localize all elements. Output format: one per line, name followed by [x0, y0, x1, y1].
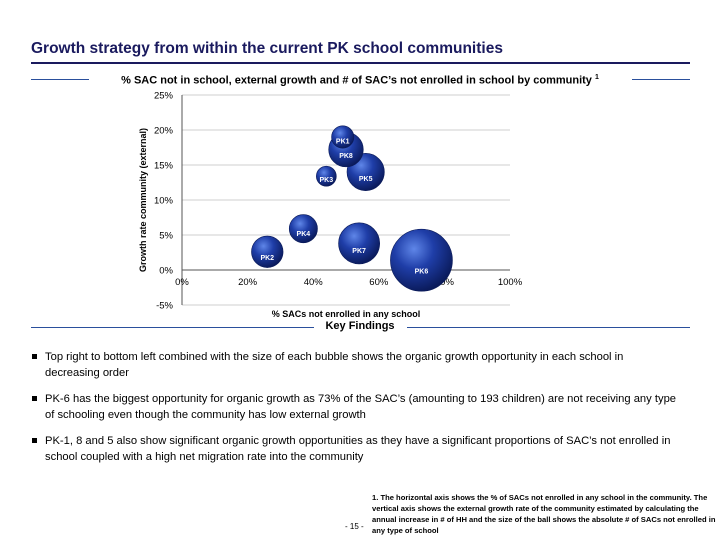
finding-text: PK-6 has the biggest opportunity for org…: [45, 393, 677, 421]
y-tick-label: -5%: [156, 301, 173, 312]
bubble-label: PK2: [260, 255, 274, 262]
x-tick-label: 100%: [498, 277, 523, 288]
bubble-label: PK6: [415, 269, 429, 276]
bubble-pk3: [316, 165, 337, 187]
bullet-square-icon: [32, 396, 37, 401]
y-axis-title: Growth rate community (external): [138, 128, 148, 272]
key-findings-rule-right: [407, 327, 690, 328]
subtitle-rule-right: [632, 79, 690, 80]
chart-subtitle: % SAC not in school, external growth and…: [0, 74, 720, 87]
page-title: Growth strategy from within the current …: [31, 40, 503, 57]
bubble-label: PK7: [352, 248, 366, 255]
y-tick-label: 5%: [159, 231, 173, 242]
bubble-label: PK3: [320, 177, 334, 184]
x-tick-label: 0%: [175, 277, 189, 288]
key-findings-rule-left: [31, 327, 314, 328]
bubble-pk1: [331, 125, 355, 149]
bullet-square-icon: [32, 354, 37, 359]
finding-item: PK-1, 8 and 5 also show significant orga…: [31, 433, 679, 465]
finding-text: Top right to bottom left combined with t…: [45, 351, 624, 379]
y-tick-label: 20%: [154, 126, 174, 137]
bubble-label: PK4: [297, 231, 311, 238]
x-tick-label: 20%: [238, 277, 258, 288]
chart-subtitle-text: % SAC not in school, external growth and…: [121, 74, 592, 87]
bullet-square-icon: [32, 438, 37, 443]
y-tick-label: 25%: [154, 91, 174, 102]
title-divider: [31, 62, 690, 64]
bubble-label: PK8: [339, 153, 353, 160]
bubble-pk4: [288, 214, 318, 244]
bubble-pk6: [390, 228, 453, 292]
finding-text: PK-1, 8 and 5 also show significant orga…: [45, 435, 671, 463]
x-tick-label: 60%: [369, 277, 389, 288]
bubble-pk2: [251, 235, 284, 268]
footnote-marker: 1: [594, 74, 599, 81]
bubble-label: PK1: [336, 138, 350, 145]
x-axis-title: % SACs not enrolled in any school: [272, 309, 421, 319]
subtitle-rule-left: [31, 79, 89, 80]
key-findings-heading: Key Findings: [325, 320, 395, 332]
x-tick-label: 40%: [304, 277, 324, 288]
y-tick-label: 0%: [159, 266, 173, 277]
findings-list: Top right to bottom left combined with t…: [31, 349, 679, 475]
footnote: 1. The horizontal axis shows the % of SA…: [372, 493, 716, 535]
finding-item: PK-6 has the biggest opportunity for org…: [31, 391, 679, 423]
page-number: - 15 -: [345, 522, 364, 531]
y-tick-label: 15%: [154, 161, 174, 172]
x-tick-label: 80%: [435, 277, 455, 288]
bubble-pk7: [338, 222, 380, 265]
y-tick-label: 10%: [154, 196, 174, 207]
bubble-label: PK5: [359, 176, 373, 183]
finding-item: Top right to bottom left combined with t…: [31, 349, 679, 381]
bubble-chart: -5% 0% 5% 10% 15% 20% 25% 0% 20% 40% 60% 80% 100% % S…: [138, 91, 523, 320]
